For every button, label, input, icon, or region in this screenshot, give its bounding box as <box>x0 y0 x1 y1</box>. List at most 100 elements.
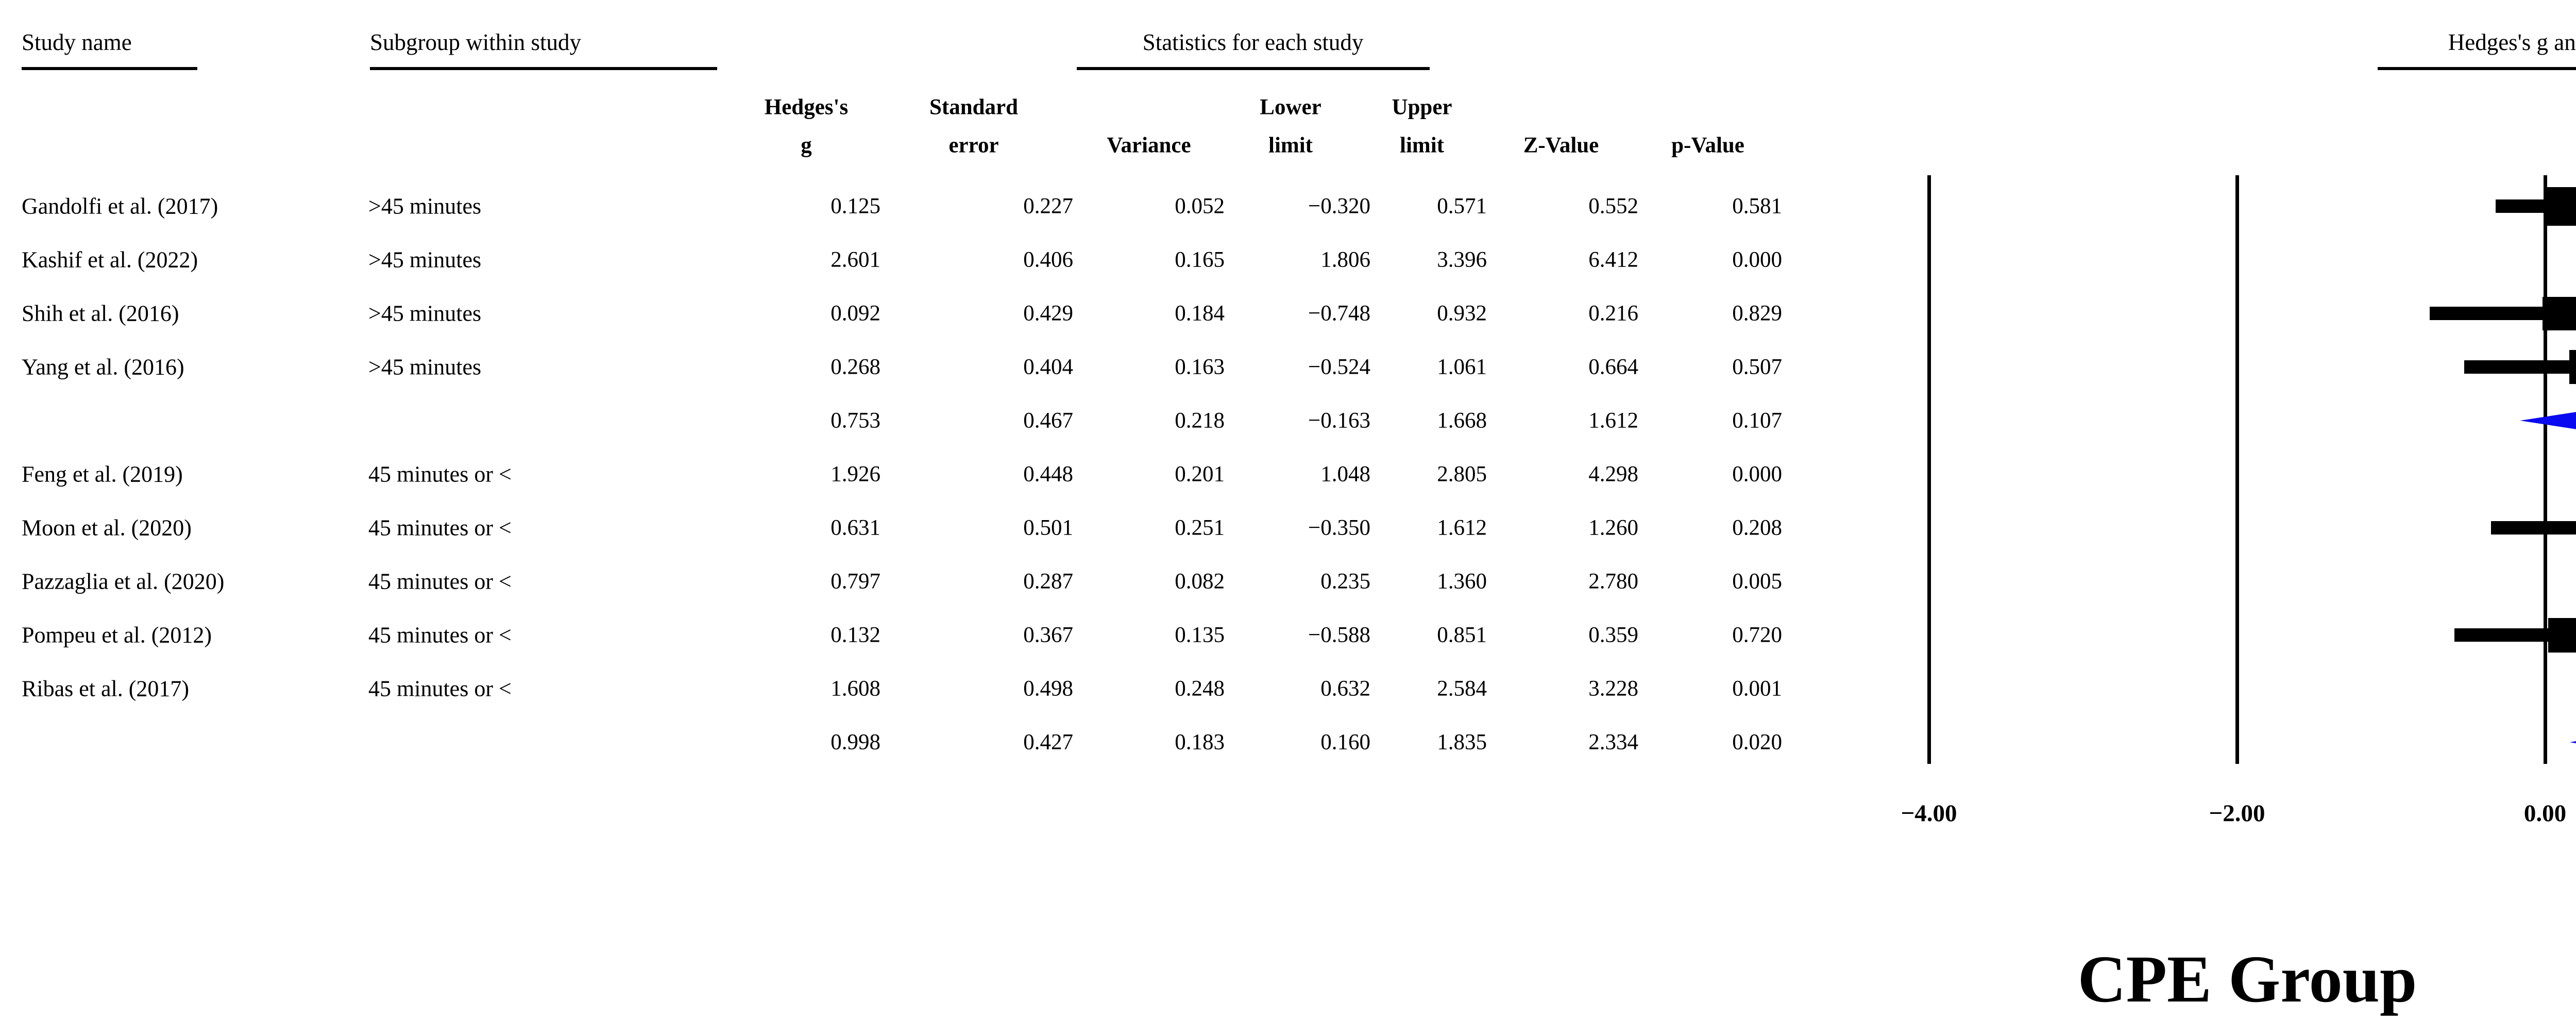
stat-cell: 0.287 <box>1023 569 1073 594</box>
subgroup-label: >45 minutes <box>368 354 482 380</box>
stat-cell: 0.020 <box>1732 730 1782 755</box>
stat-column-header: g <box>801 133 812 158</box>
stat-cell: 0.359 <box>1588 623 1638 647</box>
axis-tick-label: 0.00 <box>2523 800 2567 827</box>
stat-cell: 1.048 <box>1320 462 1370 487</box>
stat-cell: 0.235 <box>1320 569 1370 594</box>
stat-cell: −0.350 <box>1308 515 1370 540</box>
stat-cell: 0.448 <box>1023 462 1073 487</box>
stat-cell: 0.404 <box>1023 355 1073 379</box>
study-label: Feng et al. (2019) <box>22 461 183 487</box>
stat-column-header: error <box>948 133 999 158</box>
axis-tick-label: −4.00 <box>1901 800 1957 827</box>
stat-cell: 0.227 <box>1023 194 1073 219</box>
stat-cell: 0.829 <box>1732 301 1782 326</box>
stat-cell: 0.165 <box>1175 247 1225 272</box>
stat-cell: 1.612 <box>1437 515 1487 540</box>
study-label: Pompeu et al. (2012) <box>22 622 212 648</box>
stat-cell: 0.107 <box>1732 408 1782 433</box>
subgroup-label: 45 minutes or < <box>368 515 512 541</box>
study-name-underline <box>22 67 197 70</box>
stat-cell: 0.632 <box>1320 676 1370 701</box>
stat-cell: 0.720 <box>1732 623 1782 647</box>
stat-cell: 1.061 <box>1437 355 1487 379</box>
stat-cell: 0.406 <box>1023 247 1073 272</box>
subgroup-label: 45 minutes or < <box>368 461 512 487</box>
stat-cell: 0.184 <box>1175 301 1225 326</box>
study-label: Moon et al. (2020) <box>22 515 192 541</box>
subgroup-underline <box>370 67 717 70</box>
stat-cell: 3.396 <box>1437 247 1487 272</box>
stat-cell: −0.524 <box>1308 355 1370 379</box>
stat-cell: 0.001 <box>1732 676 1782 701</box>
axis-tick-label: −2.00 <box>2209 800 2265 827</box>
subgroup-label: >45 minutes <box>368 193 482 219</box>
statistics-header: Statistics for each study <box>1142 29 1364 55</box>
stat-cell: 0.507 <box>1732 355 1782 379</box>
stat-cell: 0.216 <box>1588 301 1638 326</box>
subgroup-label: 45 minutes or < <box>368 569 512 594</box>
study-name-header: Study name <box>22 29 132 55</box>
stat-cell: 0.135 <box>1175 623 1225 647</box>
stat-cell: 0.000 <box>1732 462 1782 487</box>
stat-cell: 0.664 <box>1588 355 1638 379</box>
stat-cell: 0.753 <box>831 408 880 433</box>
stat-cell: 0.367 <box>1023 623 1073 647</box>
subgroup-header: Subgroup within study <box>370 29 582 55</box>
stat-cell: −0.163 <box>1308 408 1370 433</box>
stat-cell: 0.932 <box>1437 301 1487 326</box>
stat-cell: 0.427 <box>1023 730 1073 755</box>
stat-cell: 0.163 <box>1175 355 1225 379</box>
point-estimate-square <box>2543 296 2576 330</box>
stat-cell: 0.797 <box>831 569 880 594</box>
stat-cell: 0.201 <box>1175 462 1225 487</box>
stat-cell: −0.320 <box>1308 194 1370 219</box>
stat-cell: 1.360 <box>1437 569 1487 594</box>
stat-cell: 0.429 <box>1023 301 1073 326</box>
stat-cell: 3.228 <box>1588 676 1638 701</box>
stat-cell: 0.498 <box>1023 676 1073 701</box>
subgroup-label: 45 minutes or < <box>368 622 512 648</box>
summary-diamond <box>2569 721 2576 764</box>
stat-column-header: limit <box>1400 133 1444 158</box>
stat-cell: 0.552 <box>1588 194 1638 219</box>
stat-column-header: Standard <box>929 95 1019 120</box>
stat-cell: 0.052 <box>1175 194 1225 219</box>
axis-gridline <box>1927 175 1931 764</box>
stat-cell: 1.668 <box>1437 408 1487 433</box>
stat-cell: 1.835 <box>1437 730 1487 755</box>
stat-cell: 1.608 <box>831 676 880 701</box>
stat-cell: 0.208 <box>1732 515 1782 540</box>
study-label: Shih et al. (2016) <box>22 301 179 326</box>
group-label-left: CPE Group <box>2077 942 2417 1016</box>
stat-cell: 4.298 <box>1588 462 1638 487</box>
stat-cell: 0.218 <box>1175 408 1225 433</box>
study-label: Pazzaglia et al. (2020) <box>22 569 225 594</box>
stat-column-header: Lower <box>1260 95 1321 120</box>
stat-cell: 0.501 <box>1023 515 1073 540</box>
stat-column-header: limit <box>1268 133 1313 158</box>
point-estimate-square <box>2569 350 2576 384</box>
stat-column-header: Hedges's <box>764 95 849 120</box>
stat-cell: 0.851 <box>1437 623 1487 647</box>
stat-cell: 1.260 <box>1588 515 1638 540</box>
stat-cell: 0.125 <box>831 194 880 219</box>
axis-gridline <box>2543 175 2547 764</box>
stat-cell: −0.748 <box>1308 301 1370 326</box>
stat-cell: 0.467 <box>1023 408 1073 433</box>
point-estimate-square <box>2548 617 2576 653</box>
subgroup-label: >45 minutes <box>368 247 482 273</box>
stat-cell: 0.248 <box>1175 676 1225 701</box>
stat-column-header: Variance <box>1107 133 1191 158</box>
forest-header: Hedges's g and 95% CI <box>2448 29 2576 55</box>
stat-column-header: p-Value <box>1671 133 1744 158</box>
summary-diamond <box>2520 399 2576 442</box>
stat-cell: 0.631 <box>831 515 880 540</box>
stat-cell: 0.082 <box>1175 569 1225 594</box>
study-label: Yang et al. (2016) <box>22 354 184 380</box>
stat-cell: 0.000 <box>1732 247 1782 272</box>
stat-cell: 0.160 <box>1320 730 1370 755</box>
study-label: Gandolfi et al. (2017) <box>22 193 218 219</box>
stat-cell: 0.571 <box>1437 194 1487 219</box>
stat-cell: 1.926 <box>831 462 880 487</box>
